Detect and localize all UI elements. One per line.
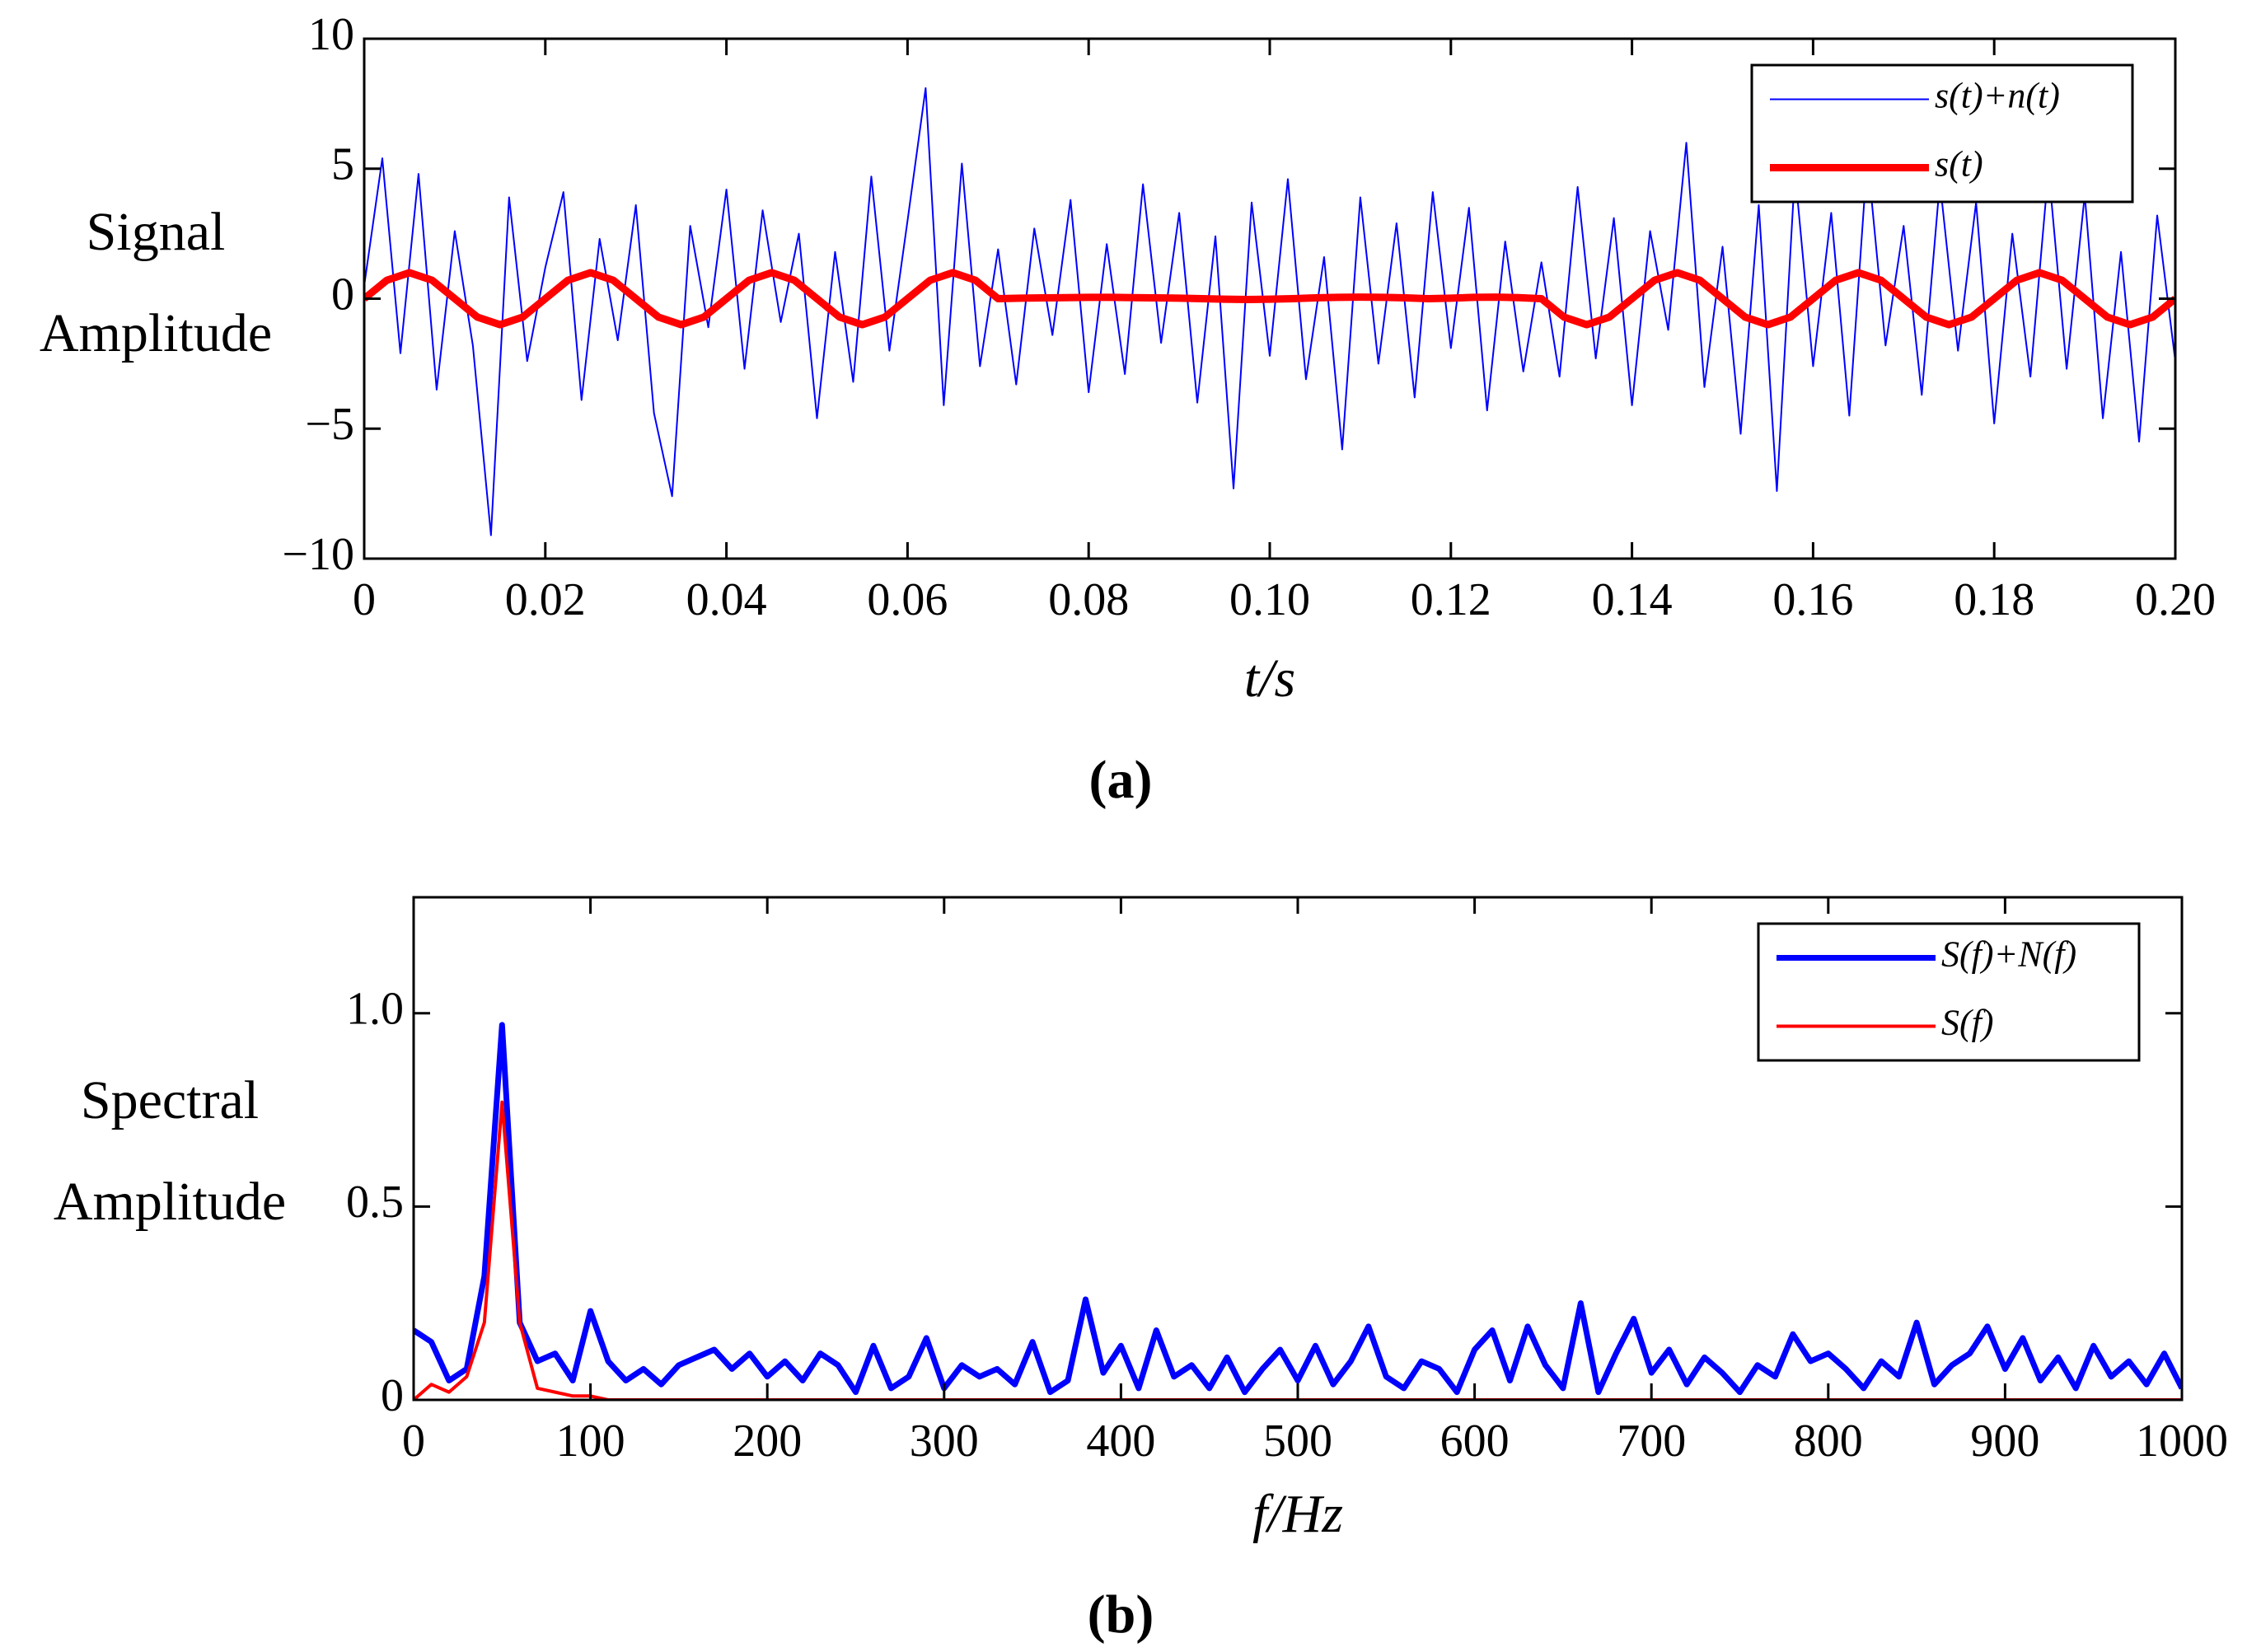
x-axis-label: t/s <box>1244 648 1295 709</box>
x-tick-label: 0.12 <box>1411 574 1491 625</box>
x-tick-label: 200 <box>733 1416 802 1467</box>
x-tick-label: 700 <box>1617 1416 1686 1467</box>
y-axis-label: Spectral <box>81 1070 259 1130</box>
y-tick-label: 1.0 <box>346 984 404 1035</box>
legend-label: s(t) <box>1935 144 1983 185</box>
data-line <box>364 87 2175 536</box>
x-tick-label: 0.04 <box>686 574 767 625</box>
caption: (b) <box>1088 1584 1154 1645</box>
x-tick-label: 300 <box>910 1416 979 1467</box>
x-tick-label: 600 <box>1440 1416 1510 1467</box>
x-tick-label: 0.10 <box>1229 574 1310 625</box>
y-tick-label: 0 <box>331 269 354 320</box>
data-line <box>414 1100 2182 1400</box>
y-tick-label: 0 <box>381 1370 404 1421</box>
x-axis-label: f/Hz <box>1252 1484 1343 1544</box>
x-tick-label: 900 <box>1970 1416 2039 1467</box>
legend-box <box>1757 922 2141 1062</box>
y-tick-label: −5 <box>305 399 354 450</box>
x-tick-label: 0.06 <box>867 574 948 625</box>
data-line <box>364 269 2175 329</box>
x-tick-label: 0 <box>353 574 376 625</box>
y-axis-label: Amplitude <box>54 1172 286 1232</box>
legend-box <box>1750 63 2134 204</box>
y-tick-label: 5 <box>331 139 354 190</box>
data-line <box>414 1022 2182 1396</box>
x-tick-label: 0.18 <box>1954 574 2034 625</box>
x-tick-label: 400 <box>1086 1416 1155 1467</box>
legend-label: S(f)+N(f) <box>1941 934 2076 975</box>
x-tick-label: 0.20 <box>2135 574 2216 625</box>
y-tick-label: 10 <box>308 9 354 60</box>
y-axis-label: Amplitude <box>40 303 272 363</box>
y-tick-label: 0.5 <box>346 1177 404 1228</box>
legend-label: S(f) <box>1941 1003 1994 1043</box>
x-tick-label: 0 <box>402 1416 425 1467</box>
x-tick-label: 0.08 <box>1048 574 1129 625</box>
caption: (a) <box>1089 750 1153 810</box>
x-tick-label: 0.02 <box>505 574 586 625</box>
y-tick-label: −10 <box>282 529 354 580</box>
x-tick-label: 800 <box>1794 1416 1863 1467</box>
x-tick-label: 0.14 <box>1592 574 1673 625</box>
legend-label: s(t)+n(t) <box>1935 76 2060 116</box>
x-tick-label: 0.16 <box>1772 574 1853 625</box>
x-tick-label: 1000 <box>2136 1416 2228 1467</box>
x-tick-label: 100 <box>556 1416 625 1467</box>
x-tick-label: 500 <box>1263 1416 1332 1467</box>
y-axis-label: Signal <box>87 202 226 262</box>
